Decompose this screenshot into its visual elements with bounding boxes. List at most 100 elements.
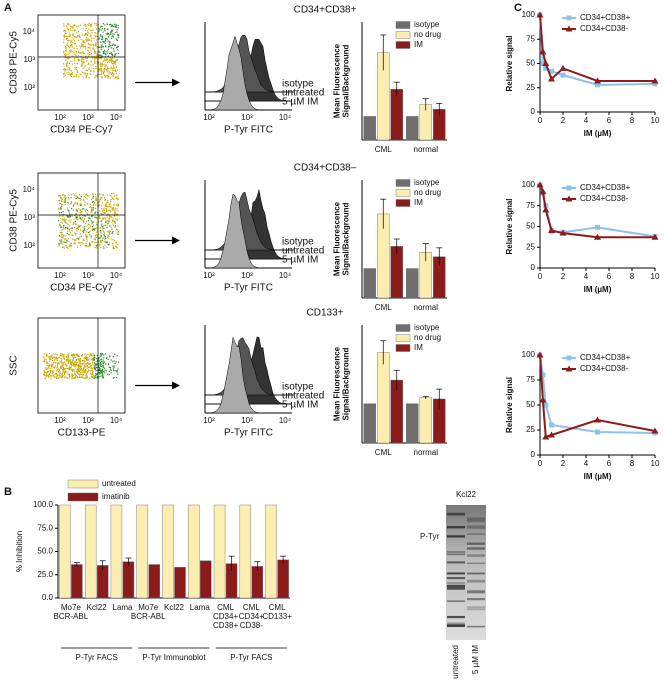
flow-dot xyxy=(85,245,88,247)
flow-dot xyxy=(100,48,102,50)
flow-dot xyxy=(101,197,103,199)
flow-dot xyxy=(100,62,102,64)
flow-dot xyxy=(115,245,117,247)
flow-dot xyxy=(69,216,72,218)
flow-dot xyxy=(63,225,65,227)
flow-dot xyxy=(53,361,55,363)
marker xyxy=(542,206,550,213)
flow-dot xyxy=(75,217,77,219)
flow-dot xyxy=(114,54,116,56)
flow-dot xyxy=(100,365,102,367)
flow-dot xyxy=(96,376,98,378)
flow-dot xyxy=(96,24,98,27)
flow-dot xyxy=(116,376,118,379)
flow-dot xyxy=(85,242,87,245)
flow-dot xyxy=(76,223,78,225)
flow-dot xyxy=(113,73,115,75)
flow-dot xyxy=(108,67,110,69)
x-axis-label: CD34 PE-Cy7 xyxy=(50,283,113,294)
flow-dot xyxy=(106,242,108,244)
flow-dot xyxy=(86,235,88,237)
flow-dot xyxy=(62,204,64,206)
flow-dot xyxy=(66,227,68,229)
flow-dot xyxy=(113,62,115,64)
flow-dot xyxy=(78,60,80,62)
flow-dot xyxy=(69,32,71,34)
flow-dot xyxy=(61,200,63,202)
flow-dot xyxy=(63,373,66,375)
blot-band xyxy=(467,526,485,529)
flow-dot xyxy=(107,223,109,225)
flow-dot xyxy=(72,356,74,358)
flow-dot xyxy=(117,52,119,54)
flow-dot xyxy=(107,234,109,237)
flow-dot xyxy=(102,209,104,211)
flow-dot xyxy=(69,231,72,234)
flow-dot xyxy=(56,364,58,366)
flow-dot xyxy=(62,367,65,369)
flow-dot xyxy=(54,367,56,369)
flow-dot xyxy=(47,371,49,374)
flow-dot xyxy=(86,372,88,374)
flow-dot xyxy=(109,194,111,197)
flow-dot xyxy=(70,60,72,62)
flow-dot xyxy=(95,36,97,38)
flow-dot xyxy=(102,371,104,373)
x-tick-label: 10² xyxy=(203,113,215,122)
flow-dot xyxy=(86,240,88,242)
flow-dot xyxy=(81,363,83,365)
flow-dot xyxy=(74,203,76,205)
flow-dot xyxy=(112,43,115,45)
flow-dot xyxy=(101,371,103,373)
flow-dot xyxy=(112,239,114,241)
flow-dot xyxy=(101,70,103,72)
flow-dot xyxy=(112,244,114,246)
line xyxy=(539,354,656,434)
flow-dot xyxy=(113,70,115,72)
flow-dot xyxy=(111,63,114,65)
flow-dot xyxy=(68,230,71,232)
flow-dot xyxy=(110,367,112,369)
x-tick-label: 4 xyxy=(584,272,589,281)
y-tick-label: 10⁴ xyxy=(23,27,36,36)
flow-dot xyxy=(89,377,91,379)
flow-dot xyxy=(85,74,87,76)
flow-dot xyxy=(76,216,78,218)
legend-label: no drug xyxy=(414,188,441,197)
flow-dot xyxy=(69,367,72,369)
bar xyxy=(110,504,123,599)
flow-dot xyxy=(95,42,97,44)
flow-dot xyxy=(115,76,117,78)
flow-dot xyxy=(113,36,115,38)
flow-dot xyxy=(98,368,100,370)
flow-dot xyxy=(102,31,104,33)
flow-dot xyxy=(77,371,79,373)
flow-dot xyxy=(108,221,110,223)
flow-dot xyxy=(102,60,104,62)
flow-dot xyxy=(65,359,67,361)
flow-dot xyxy=(73,353,75,355)
flow-dot xyxy=(83,53,85,55)
flow-dot xyxy=(72,205,74,207)
flow-dot xyxy=(100,25,102,27)
flow-dot xyxy=(62,369,64,372)
flow-dot xyxy=(107,237,109,239)
flow-dot xyxy=(105,353,107,355)
marker xyxy=(549,422,554,428)
flow-dot xyxy=(77,196,79,198)
flow-dot xyxy=(80,224,82,226)
flow-dot xyxy=(95,236,97,238)
flow-dot xyxy=(80,45,83,47)
flow-dot xyxy=(98,237,100,239)
flow-dot xyxy=(90,23,93,25)
flow-dot xyxy=(111,361,114,363)
flow-dot xyxy=(116,247,118,249)
flow-dot xyxy=(77,355,79,357)
y-axis-label: Mean FluorescenceSignal/Background xyxy=(333,346,351,421)
flow-dot xyxy=(67,209,69,211)
flow-dot xyxy=(75,215,77,218)
flow-dot xyxy=(86,34,89,36)
flow-dot xyxy=(71,373,73,375)
flow-dot xyxy=(79,204,81,206)
flow-dot xyxy=(81,52,83,54)
